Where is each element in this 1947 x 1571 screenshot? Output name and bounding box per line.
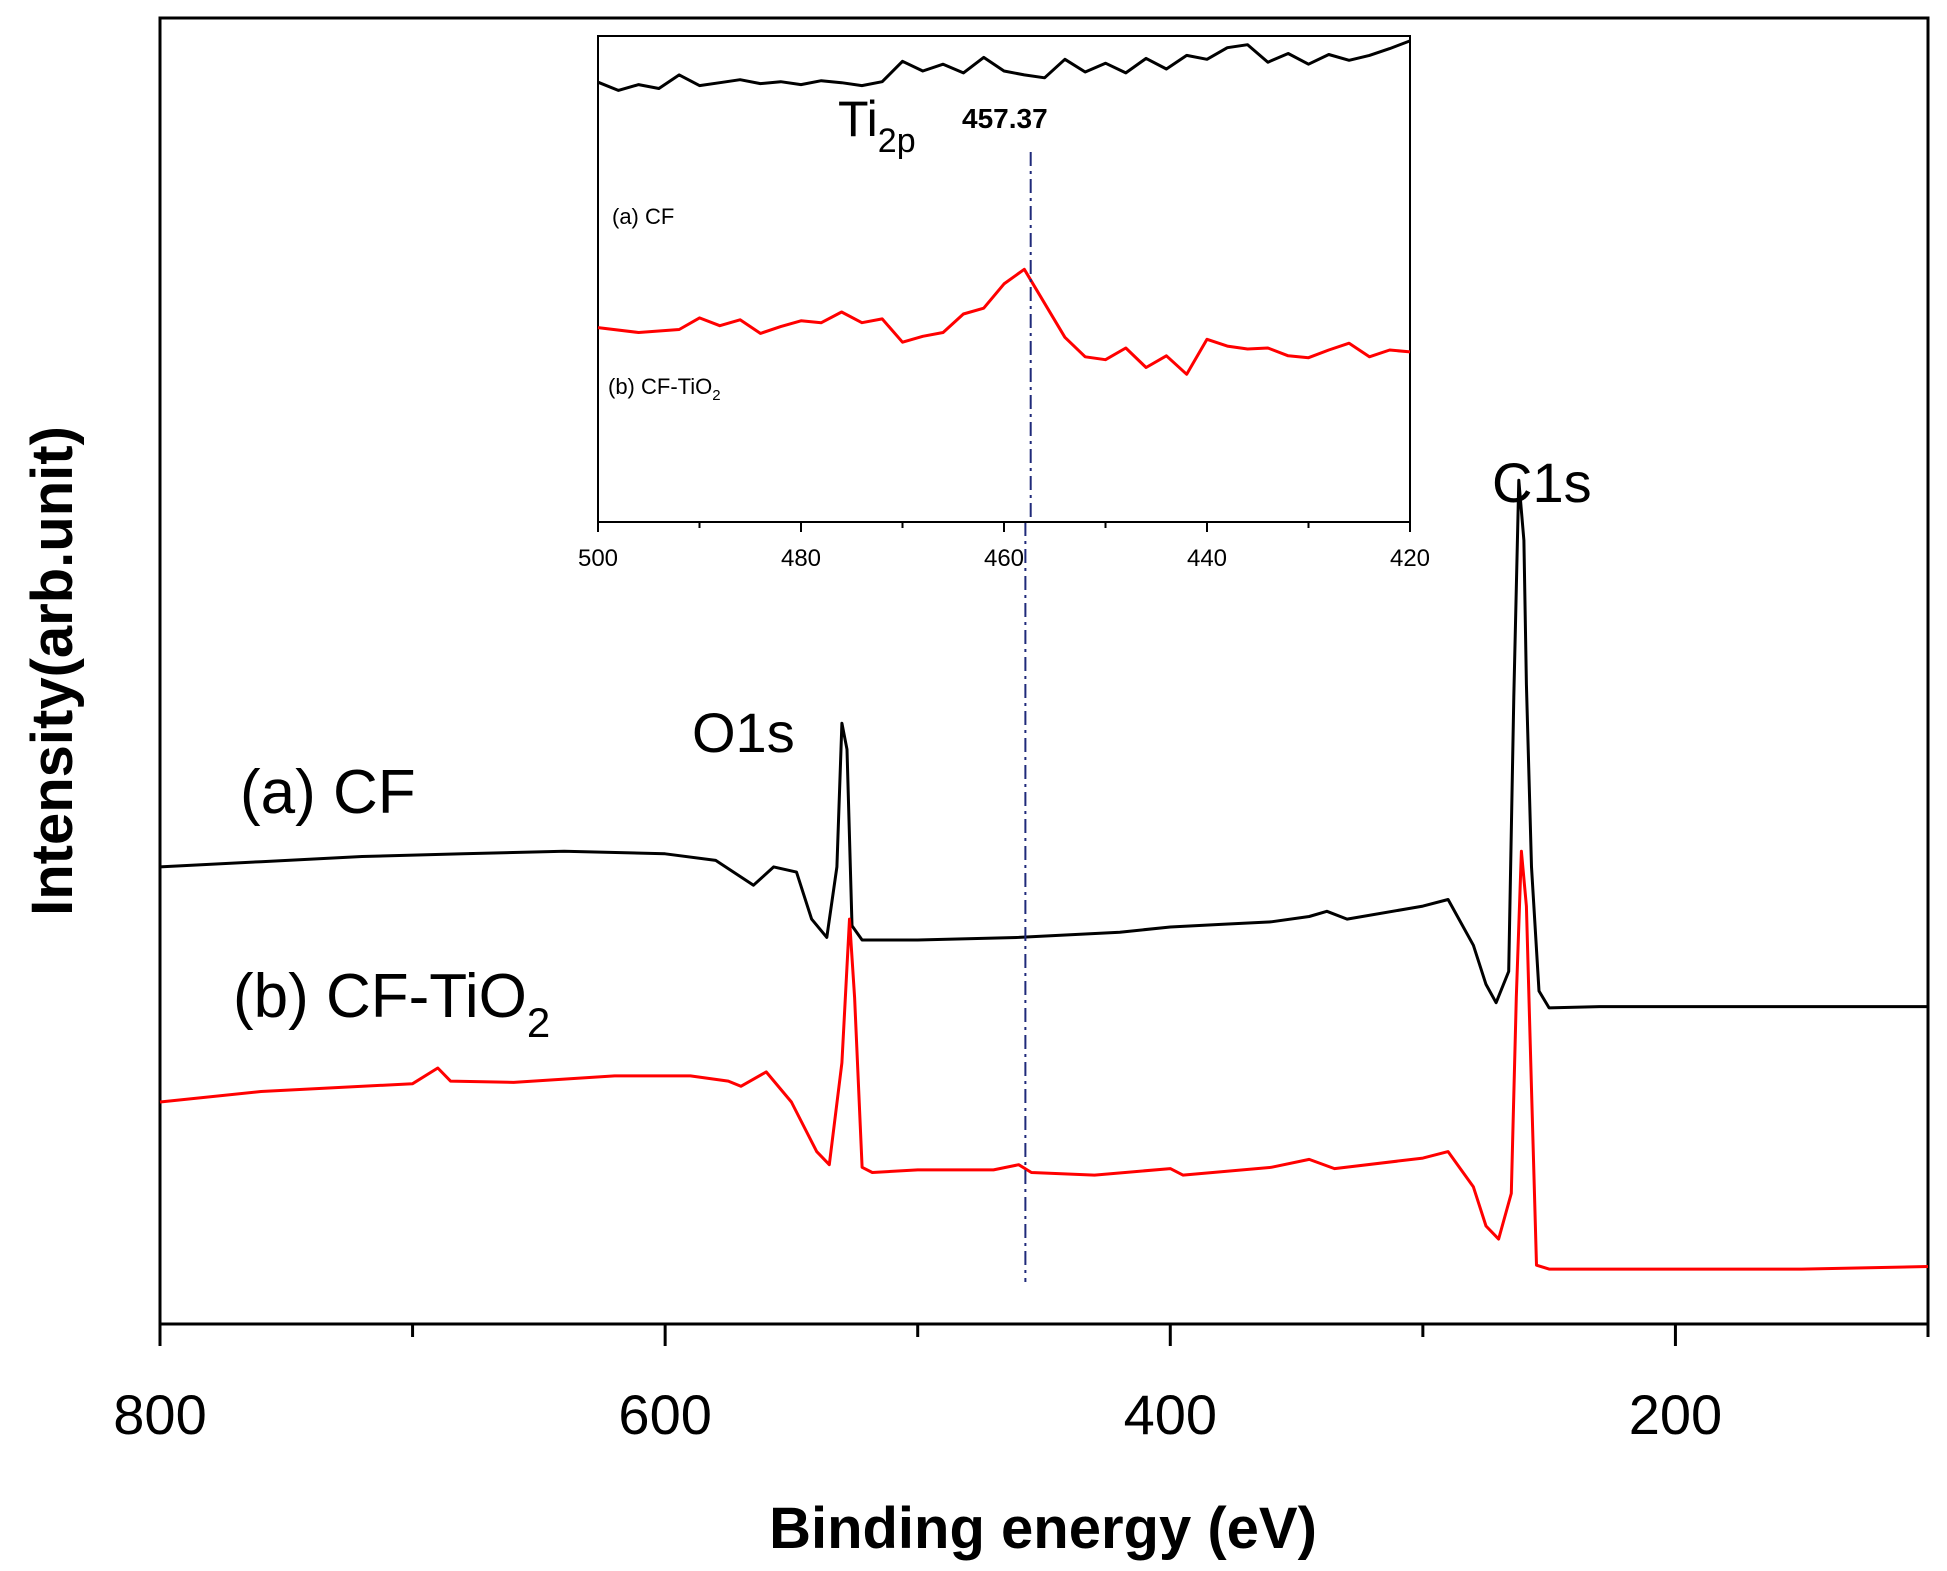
inset-x-tick-label: 420: [1390, 545, 1430, 572]
inset-series-group: [597, 39, 1411, 376]
series-cf-line: [159, 478, 1928, 1010]
inset-x-tick-label: 440: [1187, 545, 1227, 572]
y-axis-title: Intensity(arb.unit): [20, 426, 85, 916]
ti2p-label: Ti2p: [838, 91, 916, 160]
x-tick-label: 400: [1124, 1383, 1217, 1446]
inset-x-tick-label: 460: [984, 545, 1024, 572]
inset-x-ticks: 500 480 460 440 420: [578, 522, 1430, 572]
ti2p-value-label: 457.37: [962, 103, 1048, 134]
ti2p-label-subscript: 2p: [878, 122, 916, 160]
inset-series-b-label: (b) CF-TiO2: [608, 374, 721, 404]
series-b-label-subscript: 2: [527, 999, 550, 1046]
main-plot-frame: [158, 16, 1930, 1326]
x-axis-title: Binding energy (eV): [769, 1496, 1317, 1561]
inset-x-tick-label: 480: [781, 545, 821, 572]
x-tick-label: 600: [618, 1383, 711, 1446]
inset-series-a-label: (a) CF: [612, 204, 674, 229]
x-tick-label: 200: [1629, 1383, 1722, 1446]
x-tick-label: 800: [113, 1383, 206, 1446]
inset-frame: [597, 35, 1411, 523]
main-series-group: [159, 478, 1929, 1271]
inset-series-cf-tio2-line: [597, 267, 1411, 376]
ti2p-label-main: Ti: [838, 91, 878, 147]
main-x-ticks: 800 600 400 200: [113, 1324, 1930, 1446]
series-cf-tio2-line: [159, 849, 1929, 1271]
inset-series-b-label-subscript: 2: [712, 387, 720, 404]
inset-series-cf-line: [597, 39, 1411, 92]
inset-x-tick-label: 500: [578, 545, 618, 572]
inset-series-b-label-text: (b) CF-TiO: [608, 374, 712, 399]
o1s-peak-label: O1s: [692, 701, 795, 764]
c1s-peak-label: C1s: [1492, 451, 1592, 514]
series-a-label: (a) CF: [240, 758, 416, 827]
series-b-label: (b) CF-TiO2: [233, 962, 550, 1046]
series-b-label-text: (b) CF-TiO: [233, 962, 527, 1031]
